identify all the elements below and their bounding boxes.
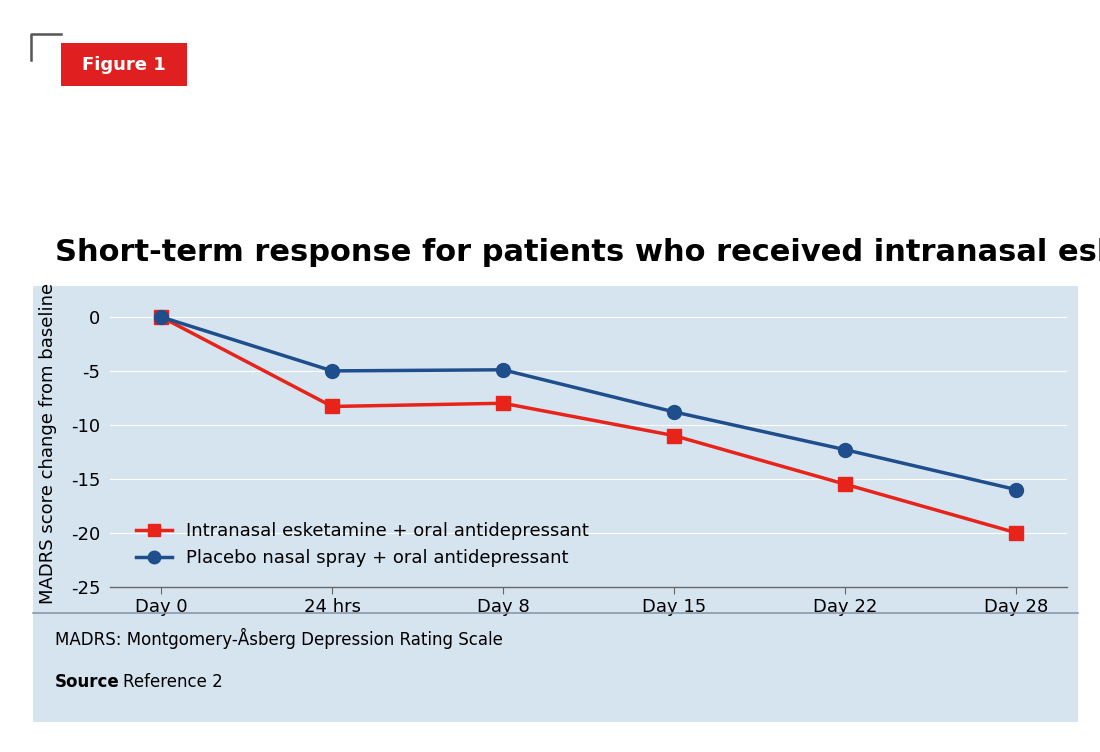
Y-axis label: MADRS score change from baseline: MADRS score change from baseline — [39, 283, 57, 605]
Text: : Reference 2: : Reference 2 — [112, 673, 223, 691]
Text: Short-term response for patients who received intranasal esketamine: Short-term response for patients who rec… — [55, 238, 1100, 267]
Legend: Intranasal esketamine + oral antidepressant, Placebo nasal spray + oral antidepr: Intranasal esketamine + oral antidepress… — [129, 515, 596, 575]
Text: MADRS: Montgomery-Åsberg Depression Rating Scale: MADRS: Montgomery-Åsberg Depression Rati… — [55, 628, 503, 649]
FancyBboxPatch shape — [54, 41, 194, 89]
Text: Source: Source — [55, 673, 120, 691]
Text: Figure 1: Figure 1 — [81, 56, 166, 74]
